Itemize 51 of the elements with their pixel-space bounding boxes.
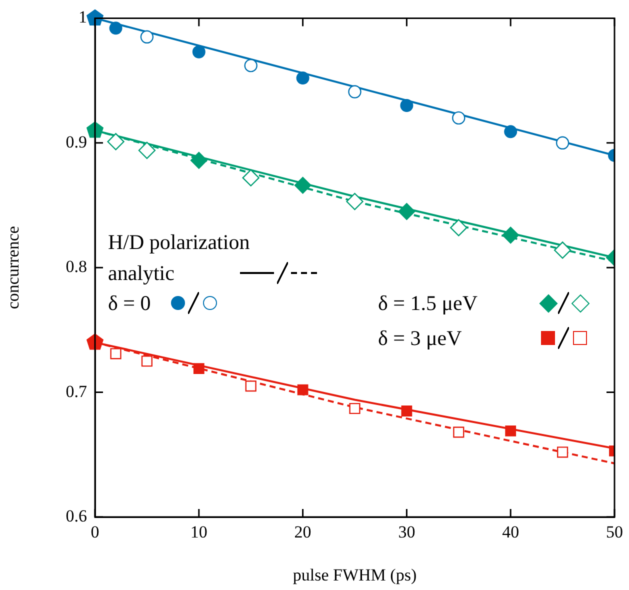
point — [401, 406, 412, 416]
point — [452, 111, 466, 125]
y-tick-label: 0.6 — [66, 506, 87, 526]
point — [502, 226, 520, 244]
point — [193, 363, 204, 374]
point — [398, 202, 416, 220]
text: δ = 3 μeV — [378, 326, 462, 350]
point — [556, 136, 570, 150]
point — [192, 45, 206, 58]
point — [296, 72, 310, 85]
point — [554, 242, 572, 259]
x-tick-label: 10 — [190, 522, 208, 542]
point — [244, 58, 258, 72]
point — [346, 192, 364, 210]
x-axis-title: pulse FWHM (ps) — [292, 565, 417, 584]
y-axis-title: concurrence — [4, 226, 23, 310]
point — [140, 30, 154, 44]
x-tick-label: 50 — [606, 522, 623, 542]
point — [294, 176, 312, 194]
point — [348, 85, 362, 98]
x-tick-label: 0 — [90, 522, 100, 542]
point — [297, 384, 308, 396]
point — [349, 402, 360, 414]
x-tick-label: 30 — [398, 522, 416, 542]
y-tick-label: 0.8 — [66, 257, 87, 276]
point — [86, 333, 104, 350]
point — [242, 169, 260, 186]
point — [107, 133, 124, 150]
legend-label: δ = 0 — [108, 291, 151, 315]
point — [110, 348, 122, 360]
point — [400, 98, 414, 112]
point — [109, 22, 122, 35]
point — [504, 125, 518, 138]
point — [505, 426, 516, 436]
y-tick-label: 0.7 — [66, 382, 88, 401]
point — [450, 219, 468, 236]
annotation: analytic — [108, 261, 174, 285]
point — [138, 142, 156, 159]
text: δ = 1.5 μeV — [378, 291, 478, 315]
point — [190, 152, 208, 169]
y-tick-label: 0.9 — [66, 132, 87, 152]
y-tick-label: 1 — [78, 8, 87, 27]
point — [557, 446, 568, 458]
point — [453, 426, 464, 438]
x-tick-label: 40 — [502, 522, 520, 542]
x-tick-label: 20 — [294, 522, 312, 542]
point — [86, 121, 104, 138]
point — [245, 380, 256, 392]
point — [141, 356, 152, 367]
legend-title: H/D polarization — [108, 230, 250, 254]
point — [86, 9, 104, 26]
